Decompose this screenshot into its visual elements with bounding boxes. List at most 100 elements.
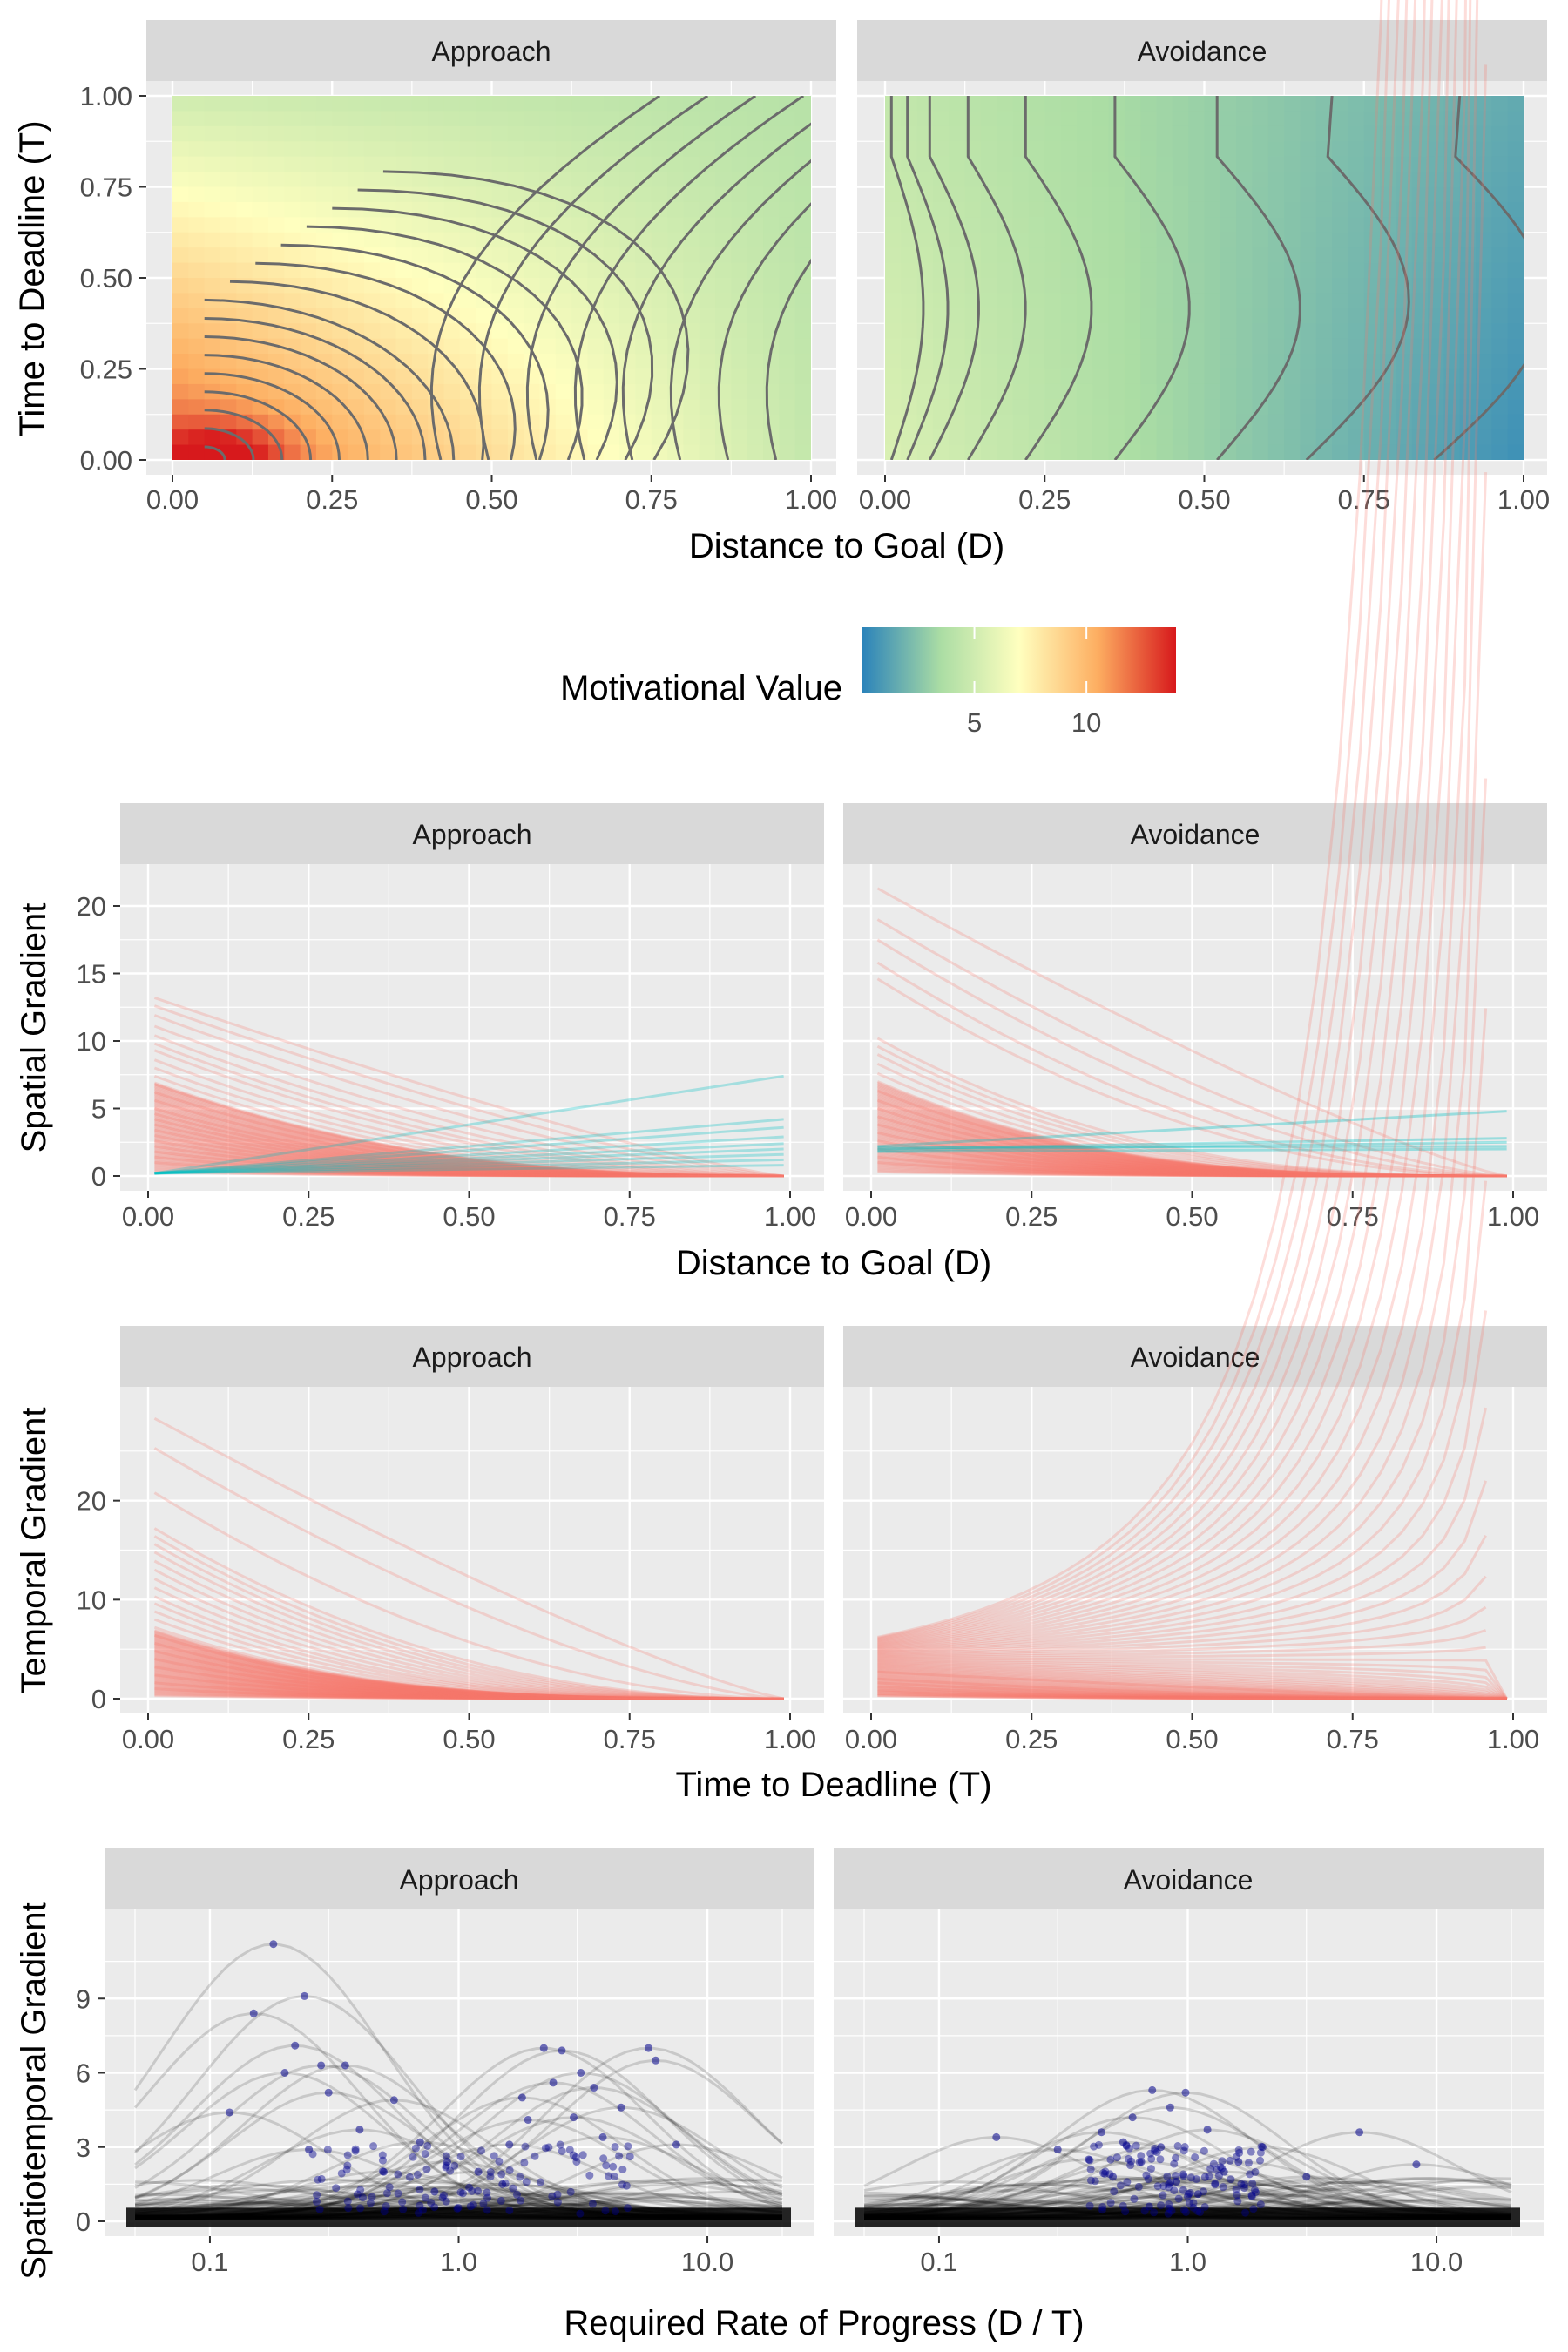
heatmap-cell <box>364 111 381 126</box>
heatmap-cell <box>284 126 301 142</box>
heatmap-cell <box>763 172 780 187</box>
heatmap-cell <box>188 429 205 445</box>
heatmap-cell <box>1332 96 1348 112</box>
peak-point <box>442 2163 449 2171</box>
heatmap-cell <box>1220 354 1237 369</box>
peak-point <box>645 2044 652 2052</box>
heatmap-cell <box>1077 384 1093 400</box>
heatmap-cell <box>885 263 902 279</box>
heatmap-cell <box>1140 278 1157 294</box>
heatmap-cell <box>1284 172 1301 187</box>
heatmap-cell <box>396 96 413 112</box>
heatmap-cell <box>1220 111 1237 126</box>
peak-point <box>316 2206 324 2213</box>
heatmap-cell <box>1044 369 1061 385</box>
heatmap-cell <box>1348 217 1364 233</box>
heatmap-cell <box>524 278 540 294</box>
peak-point <box>317 2061 325 2069</box>
heatmap-cell <box>460 141 476 157</box>
heatmap-cell <box>604 96 620 112</box>
peak-point <box>1211 2180 1219 2188</box>
heatmap-cell <box>747 369 764 385</box>
peak-point <box>1172 2154 1179 2162</box>
heatmap-cell <box>1013 384 1030 400</box>
heatmap-cell <box>332 187 348 203</box>
heatmap-cell <box>396 141 413 157</box>
heatmap-cell <box>747 384 764 400</box>
heatmap-cell <box>571 263 588 279</box>
x-tick-label: 1.00 <box>764 1724 816 1754</box>
heatmap-cell <box>428 445 444 461</box>
heatmap-cell <box>667 369 684 385</box>
heatmap-cell <box>1044 233 1061 248</box>
heatmap-cell <box>1092 187 1109 203</box>
heatmap-cell <box>1508 96 1524 112</box>
heatmap-cell <box>779 384 795 400</box>
heatmap-cell <box>236 157 253 172</box>
x-tick-label: 10.0 <box>1410 2247 1463 2277</box>
peak-point <box>1248 2180 1256 2187</box>
heatmap-cell <box>1044 263 1061 279</box>
heatmap-cell <box>747 445 764 461</box>
heatmap-cell <box>731 369 747 385</box>
heatmap-cell <box>700 157 716 172</box>
heatmap-cell <box>1013 429 1030 445</box>
heatmap-cell <box>172 354 189 369</box>
heatmap-cell <box>700 96 716 112</box>
heatmap-cell <box>1109 217 1125 233</box>
heatmap-cell <box>652 308 668 324</box>
heatmap-cell <box>1188 157 1205 172</box>
heatmap-cell <box>1029 415 1045 430</box>
heatmap-cell <box>1396 202 1412 218</box>
heatmap-cell <box>933 141 950 157</box>
peak-point <box>457 2188 465 2196</box>
heatmap-cell <box>539 96 556 112</box>
heatmap-cell <box>1013 399 1030 415</box>
heatmap-cell <box>1348 202 1364 218</box>
heatmap-cell <box>604 354 620 369</box>
heatmap-cell <box>949 339 965 355</box>
heatmap-cell <box>981 323 997 339</box>
peak-point <box>570 2113 578 2121</box>
heatmap-cell <box>1491 126 1508 142</box>
heatmap-cell <box>508 354 524 369</box>
x-tick-label: 0.75 <box>625 484 678 515</box>
peak-point <box>325 2089 333 2097</box>
heatmap-cell <box>1188 187 1205 203</box>
heatmap-cell <box>539 247 556 263</box>
heatmap-cell <box>587 323 604 339</box>
peak-point <box>1132 2142 1140 2150</box>
heatmap-cell <box>1205 247 1221 263</box>
heatmap-cell <box>1125 263 1141 279</box>
heatmap-cell <box>1300 96 1316 112</box>
heatmap-cell <box>253 429 269 445</box>
heatmap-cell <box>885 141 902 157</box>
heatmap-cell <box>348 339 365 355</box>
heatmap-cell <box>795 399 812 415</box>
heatmap-cell <box>700 187 716 203</box>
heatmap-cell <box>1157 111 1173 126</box>
heatmap-cell <box>1332 187 1348 203</box>
heatmap-cell <box>1092 323 1109 339</box>
heatmap-cell <box>1268 339 1285 355</box>
peak-point <box>589 2200 597 2207</box>
heatmap-cell <box>1077 172 1093 187</box>
heatmap-cell <box>253 141 269 157</box>
heatmap-cell <box>683 202 700 218</box>
heatmap-cell <box>1173 202 1189 218</box>
heatmap-cell <box>652 339 668 355</box>
heatmap-cell <box>1077 217 1093 233</box>
heatmap-cell <box>1188 384 1205 400</box>
heatmap-cell <box>1061 429 1078 445</box>
peak-point <box>1412 2160 1420 2168</box>
y-tick-label: 0.50 <box>80 263 132 294</box>
heatmap-cell <box>1077 202 1093 218</box>
gradient-line-teal <box>877 1146 1506 1148</box>
heatmap-cell <box>444 157 461 172</box>
heatmap-cell <box>1044 157 1061 172</box>
heatmap-cell <box>284 141 301 157</box>
heatmap-cell <box>747 429 764 445</box>
heatmap-cell <box>188 399 205 415</box>
peak-point <box>398 2198 406 2206</box>
heatmap-cell <box>747 323 764 339</box>
